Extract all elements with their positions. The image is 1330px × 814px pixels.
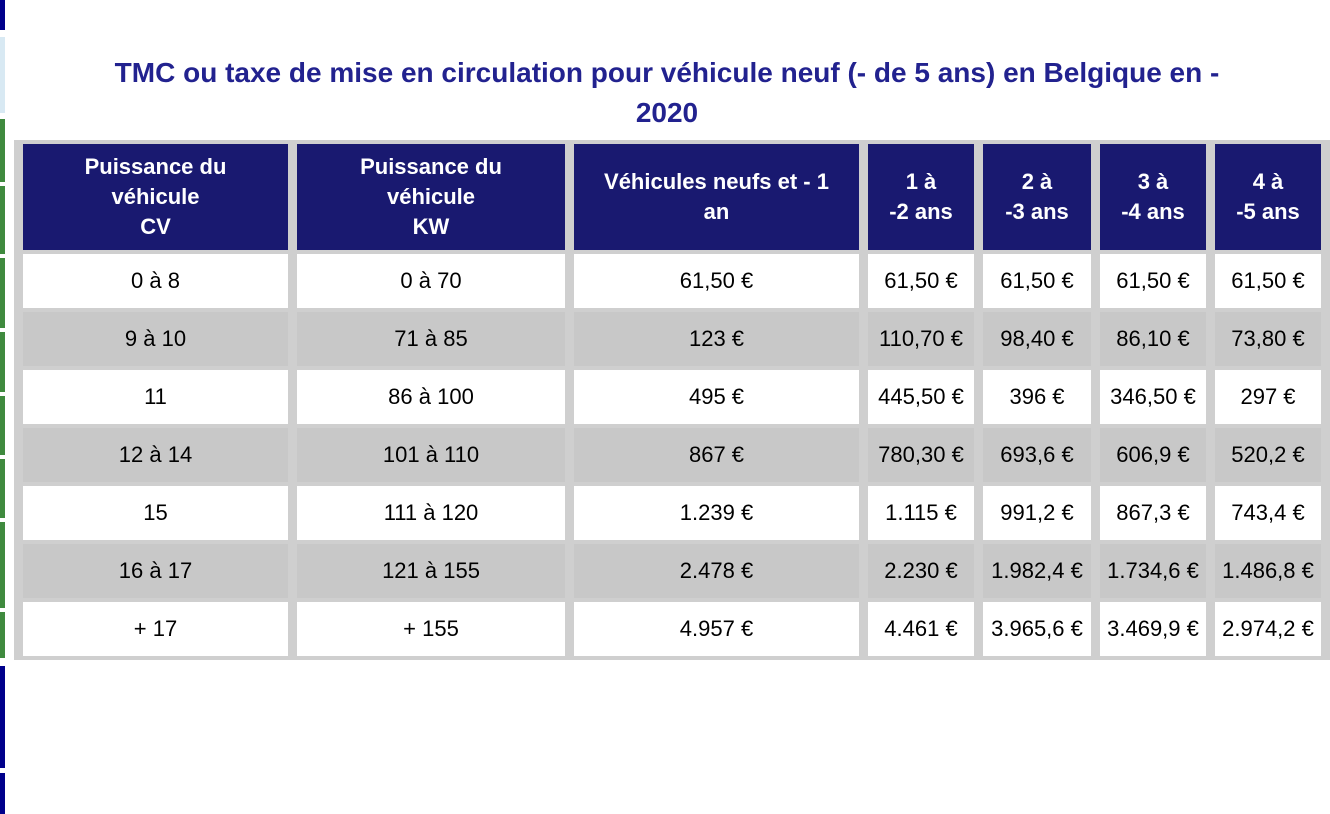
cell-price-neuf: 123 € — [574, 312, 859, 366]
left-strip-segment-green — [0, 396, 5, 455]
cell-price-1-2ans: 445,50 € — [868, 370, 974, 424]
cell-price-3-4ans: 61,50 € — [1100, 254, 1206, 308]
left-strip-segment-green — [0, 612, 5, 658]
cell-price-neuf: 495 € — [574, 370, 859, 424]
left-strip-segment-green — [0, 258, 5, 328]
tmc-table: Puissance du véhicule CV Puissance du véh… — [14, 140, 1330, 660]
cell-price-3-4ans: 86,10 € — [1100, 312, 1206, 366]
table-row: 12 à 14 101 à 110 867 €780,30 €693,6 €606,… — [23, 428, 1321, 482]
cell-puissance-kw: + 155 — [297, 602, 565, 656]
cell-puissance-kw: 121 à 155 — [297, 544, 565, 598]
left-strip-segment-navy — [0, 773, 5, 814]
cell-price-4-5ans: 1.486,8 € — [1215, 544, 1321, 598]
left-strip-segment-green — [0, 332, 5, 392]
cell-price-1-2ans: 1.115 € — [868, 486, 974, 540]
cell-price-2-3ans: 3.965,6 € — [983, 602, 1091, 656]
table-row: 16 à 17 121 à 155 2.478 €2.230 €1.982,4 €1… — [23, 544, 1321, 598]
cell-puissance-cv: 12 à 14 — [23, 428, 288, 482]
column-header-6: 3 à -4 ans — [1100, 144, 1206, 250]
cell-puissance-cv: + 17 — [23, 602, 288, 656]
cell-puissance-cv: 16 à 17 — [23, 544, 288, 598]
left-strip-segment-green — [0, 119, 5, 182]
cell-price-1-2ans: 61,50 € — [868, 254, 974, 308]
cell-puissance-cv: 15 — [23, 486, 288, 540]
cell-price-3-4ans: 867,3 € — [1100, 486, 1206, 540]
cell-price-1-2ans: 4.461 € — [868, 602, 974, 656]
cell-price-2-3ans: 61,50 € — [983, 254, 1091, 308]
cell-price-2-3ans: 396 € — [983, 370, 1091, 424]
left-strip-segment-green — [0, 522, 5, 608]
cell-puissance-cv: 9 à 10 — [23, 312, 288, 366]
column-header-5: 2 à -3 ans — [983, 144, 1091, 250]
cell-price-2-3ans: 991,2 € — [983, 486, 1091, 540]
cell-price-3-4ans: 3.469,9 € — [1100, 602, 1206, 656]
cell-price-1-2ans: 2.230 € — [868, 544, 974, 598]
cell-puissance-kw: 101 à 110 — [297, 428, 565, 482]
column-header-1: Puissance du véhicule CV — [23, 144, 288, 250]
cell-puissance-kw: 0 à 70 — [297, 254, 565, 308]
left-strip-segment-green — [0, 459, 5, 518]
column-header-2: Puissance du véhicule KW — [297, 144, 565, 250]
left-strip-segment-lightblue — [0, 37, 5, 113]
cell-price-4-5ans: 297 € — [1215, 370, 1321, 424]
cell-price-neuf: 2.478 € — [574, 544, 859, 598]
table-header-row: Puissance du véhicule CV Puissance du véh… — [23, 144, 1321, 250]
cell-price-2-3ans: 1.982,4 € — [983, 544, 1091, 598]
cell-price-3-4ans: 1.734,6 € — [1100, 544, 1206, 598]
cell-price-1-2ans: 780,30 € — [868, 428, 974, 482]
cell-price-4-5ans: 61,50 € — [1215, 254, 1321, 308]
column-header-3: Véhicules neufs et - 1 an — [574, 144, 859, 250]
table-row: 15 111 à 120 1.239 €1.115 €991,2 €867,3 €7… — [23, 486, 1321, 540]
column-header-4: 1 à -2 ans — [868, 144, 974, 250]
cell-price-3-4ans: 346,50 € — [1100, 370, 1206, 424]
cell-price-3-4ans: 606,9 € — [1100, 428, 1206, 482]
column-header-7: 4 à -5 ans — [1215, 144, 1321, 250]
cell-price-4-5ans: 743,4 € — [1215, 486, 1321, 540]
left-strip-segment-green — [0, 186, 5, 254]
cell-price-neuf: 1.239 € — [574, 486, 859, 540]
cell-puissance-kw: 86 à 100 — [297, 370, 565, 424]
page-title: TMC ou taxe de mise en circulation pour … — [114, 56, 1220, 128]
cell-price-1-2ans: 110,70 € — [868, 312, 974, 366]
cell-price-4-5ans: 73,80 € — [1215, 312, 1321, 366]
cell-puissance-kw: 111 à 120 — [297, 486, 565, 540]
cell-price-neuf: 61,50 € — [574, 254, 859, 308]
table-row: + 17 + 155 4.957 €4.461 €3.965,6 €3.469,9 … — [23, 602, 1321, 656]
cell-price-2-3ans: 693,6 € — [983, 428, 1091, 482]
cell-price-neuf: 867 € — [574, 428, 859, 482]
table-row: 9 à 10 71 à 85 123 €110,70 €98,40 €86,10 €… — [23, 312, 1321, 366]
cell-price-4-5ans: 520,2 € — [1215, 428, 1321, 482]
cell-puissance-kw: 71 à 85 — [297, 312, 565, 366]
cell-puissance-cv: 11 — [23, 370, 288, 424]
cell-price-4-5ans: 2.974,2 € — [1215, 602, 1321, 656]
cell-price-2-3ans: 98,40 € — [983, 312, 1091, 366]
left-strip-segment-navy — [0, 0, 5, 30]
table-row: 11 86 à 100 495 €445,50 €396 €346,50 €297 … — [23, 370, 1321, 424]
cell-puissance-cv: 0 à 8 — [23, 254, 288, 308]
left-strip-segment-navy — [0, 666, 5, 768]
cell-price-neuf: 4.957 € — [574, 602, 859, 656]
tmc-table-container: Puissance du véhicule CV Puissance du véh… — [14, 140, 1330, 660]
